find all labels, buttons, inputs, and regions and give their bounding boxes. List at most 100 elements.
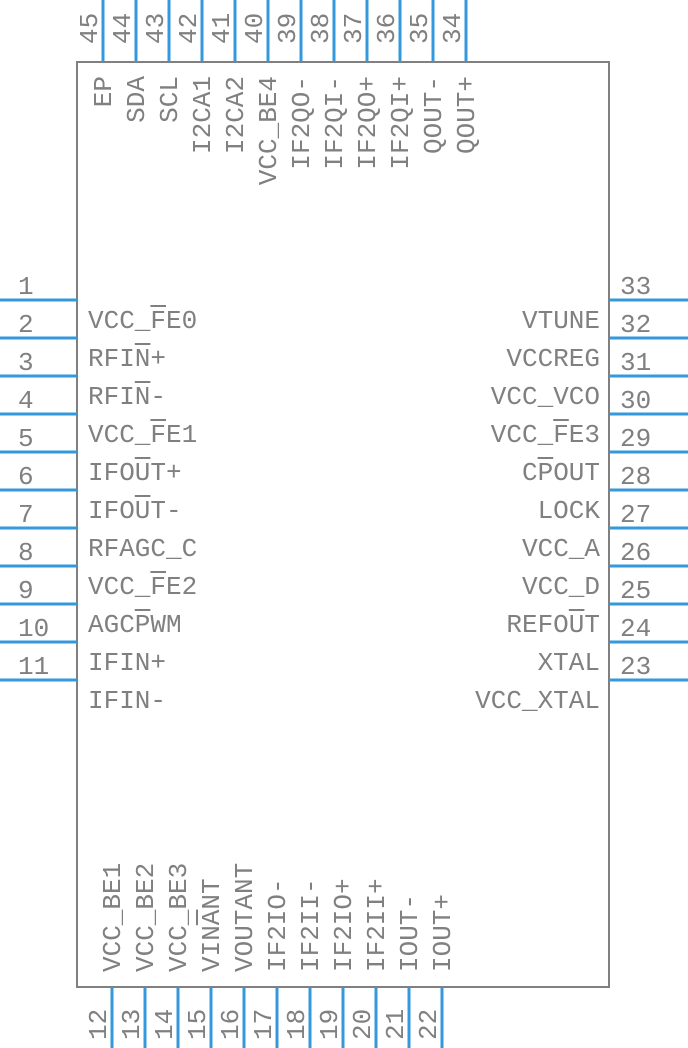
pin-number: 18 — [282, 1009, 312, 1040]
svg-text:I2CA1: I2CA1 — [188, 76, 218, 154]
pin-label-12: VCC_BE1 — [98, 863, 128, 972]
pin-label-23: VCC_XTAL — [475, 686, 600, 716]
pin-label-1: VCC_FE0 — [88, 306, 197, 336]
pin-label-7: RFAGC_C — [88, 534, 197, 564]
svg-text:IFIN-: IFIN- — [88, 686, 166, 716]
pin-number: 34 — [438, 13, 468, 44]
pin-label-2: RFIN+ — [88, 344, 166, 374]
svg-text:IF2QO+: IF2QO+ — [353, 76, 383, 170]
pin-label-25: REFOUT — [506, 610, 600, 640]
pin-label-41: I2CA2 — [221, 76, 251, 154]
svg-text:VCC_BE1: VCC_BE1 — [98, 863, 128, 972]
pin-number: 32 — [620, 310, 651, 340]
pin-number: 3 — [18, 348, 34, 378]
pin-number: 23 — [620, 652, 651, 682]
pin-label-15: VINANT — [197, 878, 227, 972]
pin-number: 39 — [273, 13, 303, 44]
pin-label-36: IF2QI+ — [386, 76, 416, 170]
pin-number: 45 — [75, 13, 105, 44]
svg-text:QOUT-: QOUT- — [419, 76, 449, 154]
svg-text:VCC_FE3: VCC_FE3 — [491, 420, 600, 450]
ic-pinout-diagram: 1VCC_FE02RFIN+3RFIN-4VCC_FE15IFOUT+6IFOU… — [0, 0, 688, 1048]
svg-text:VTUNE: VTUNE — [522, 306, 600, 336]
pin-number: 13 — [117, 1009, 147, 1040]
svg-text:VCC_XTAL: VCC_XTAL — [475, 686, 600, 716]
pin-number: 28 — [620, 462, 651, 492]
svg-text:VINANT: VINANT — [197, 878, 227, 972]
svg-text:IOUT-: IOUT- — [395, 894, 425, 972]
pin-label-43: SCL — [155, 76, 185, 123]
pin-label-44: SDA — [122, 76, 152, 123]
svg-text:VCC_BE4: VCC_BE4 — [254, 76, 284, 185]
svg-text:RFIN-: RFIN- — [88, 382, 166, 412]
pin-number: 1 — [18, 272, 34, 302]
pin-label-21: IOUT- — [395, 894, 425, 972]
pin-label-24: XTAL — [538, 648, 600, 678]
pin-number: 8 — [18, 538, 34, 568]
svg-text:VCC_FE0: VCC_FE0 — [88, 306, 197, 336]
pin-label-3: RFIN- — [88, 382, 166, 412]
pin-number: 41 — [207, 13, 237, 44]
svg-text:LOCK: LOCK — [538, 496, 601, 526]
svg-text:IF2IO+: IF2IO+ — [329, 878, 359, 972]
svg-text:IOUT+: IOUT+ — [428, 894, 458, 972]
svg-text:IF2QI+: IF2QI+ — [386, 76, 416, 170]
pin-number: 25 — [620, 576, 651, 606]
pin-label-30: VCC_FE3 — [491, 420, 600, 450]
svg-text:SDA: SDA — [122, 76, 152, 123]
pin-label-4: VCC_FE1 — [88, 420, 197, 450]
pin-label-9: AGCPWM — [88, 610, 182, 640]
svg-text:VCC_VCO: VCC_VCO — [491, 382, 600, 412]
svg-text:VCC_BE3: VCC_BE3 — [164, 863, 194, 972]
pin-label-32: VCCREG — [506, 344, 600, 374]
pin-label-10: IFIN+ — [88, 648, 166, 678]
pin-label-33: VTUNE — [522, 306, 600, 336]
svg-text:SCL: SCL — [155, 76, 185, 123]
svg-text:XTAL: XTAL — [538, 648, 600, 678]
pin-number: 5 — [18, 424, 34, 454]
pin-number: 9 — [18, 576, 34, 606]
pin-label-8: VCC_FE2 — [88, 572, 197, 602]
pin-label-14: VCC_BE3 — [164, 863, 194, 972]
pin-number: 19 — [315, 1009, 345, 1040]
svg-text:REFOUT: REFOUT — [506, 610, 600, 640]
svg-text:IFOUT+: IFOUT+ — [88, 458, 182, 488]
pin-label-42: I2CA1 — [188, 76, 218, 154]
pin-label-35: QOUT- — [419, 76, 449, 154]
svg-text:RFAGC_C: RFAGC_C — [88, 534, 197, 564]
svg-text:QOUT+: QOUT+ — [452, 76, 482, 154]
pin-number: 15 — [183, 1009, 213, 1040]
pin-number: 36 — [372, 13, 402, 44]
pin-label-31: VCC_VCO — [491, 382, 600, 412]
pin-label-22: IOUT+ — [428, 894, 458, 972]
pin-number: 33 — [620, 272, 651, 302]
svg-text:IF2II+: IF2II+ — [362, 878, 392, 972]
svg-text:VCC_D: VCC_D — [522, 572, 600, 602]
pin-label-26: VCC_D — [522, 572, 600, 602]
pin-label-28: LOCK — [538, 496, 601, 526]
pin-number: 27 — [620, 500, 651, 530]
pin-label-27: VCC_A — [522, 534, 600, 564]
pin-label-37: IF2QO+ — [353, 76, 383, 170]
svg-text:IF2QI-: IF2QI- — [320, 76, 350, 170]
pin-number: 40 — [240, 13, 270, 44]
pin-number: 30 — [620, 386, 651, 416]
pin-label-11: IFIN- — [88, 686, 166, 716]
svg-text:IFIN+: IFIN+ — [88, 648, 166, 678]
pin-label-17: IF2IO- — [263, 878, 293, 972]
svg-text:VOUTANT: VOUTANT — [230, 863, 260, 972]
pin-number: 42 — [174, 13, 204, 44]
pin-label-6: IFOUT- — [88, 496, 182, 526]
pin-number: 44 — [108, 13, 138, 44]
svg-text:EP: EP — [89, 76, 119, 107]
pin-number: 29 — [620, 424, 651, 454]
svg-text:VCC_BE2: VCC_BE2 — [131, 863, 161, 972]
svg-text:IF2IO-: IF2IO- — [263, 878, 293, 972]
pin-label-29: CPOUT — [522, 458, 600, 488]
svg-text:VCCREG: VCCREG — [506, 344, 600, 374]
pin-number: 37 — [339, 13, 369, 44]
pin-label-5: IFOUT+ — [88, 458, 182, 488]
svg-text:VCC_A: VCC_A — [522, 534, 600, 564]
pin-label-18: IF2II- — [296, 878, 326, 972]
pin-number: 4 — [18, 386, 34, 416]
